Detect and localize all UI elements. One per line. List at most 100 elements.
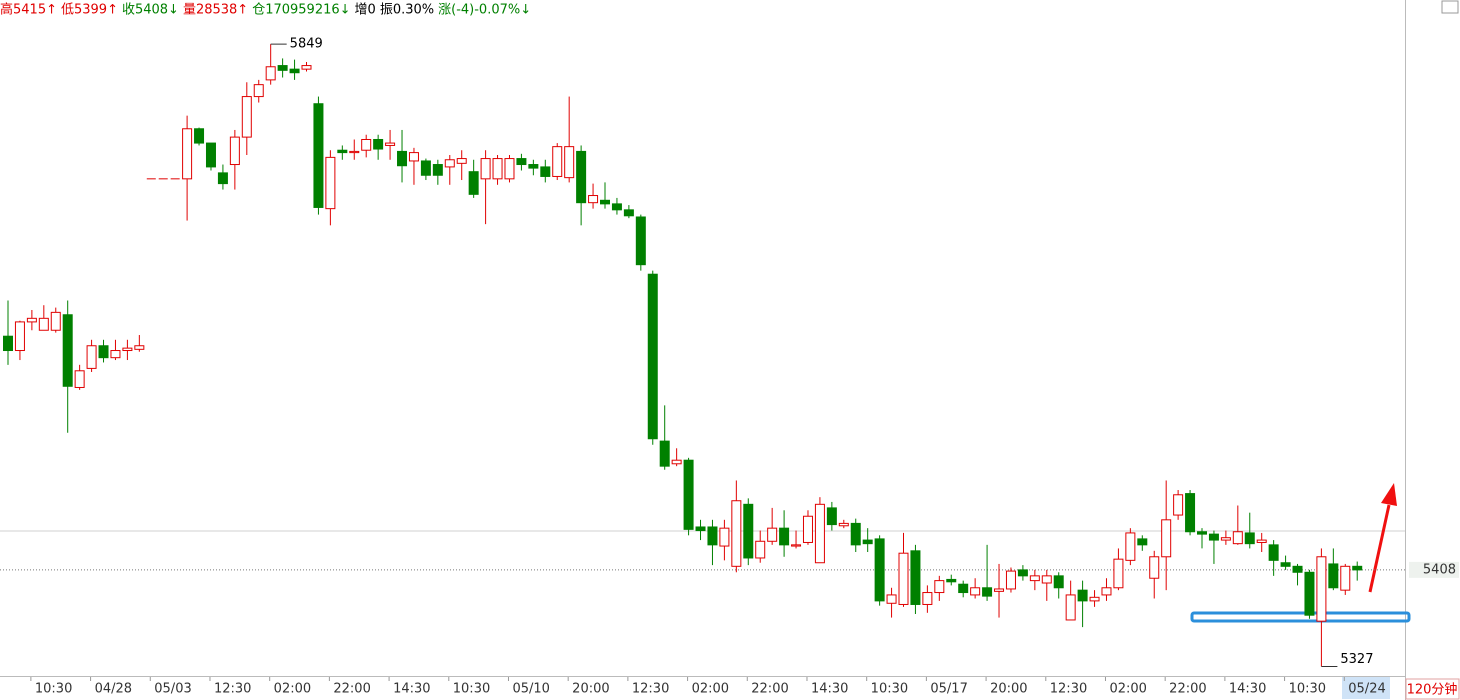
- x-tick-label: 10:30: [871, 682, 908, 697]
- candle-body: [110, 350, 121, 359]
- x-tick-label: 20:00: [990, 682, 1027, 697]
- window-icon[interactable]: [1441, 0, 1459, 14]
- x-tick-label: 22:00: [751, 682, 788, 697]
- candle-body: [994, 588, 1005, 592]
- x-tick-label: 20:00: [572, 682, 609, 697]
- candle-body: [1304, 571, 1315, 616]
- candle-body: [1220, 537, 1231, 541]
- candle-body: [313, 103, 324, 208]
- candle-body: [325, 156, 336, 210]
- x-tick-label: 05/24: [1348, 682, 1385, 697]
- x-tick-label: 05/03: [154, 682, 191, 697]
- candle-body: [779, 527, 790, 546]
- candle-body: [217, 172, 228, 185]
- candle-body: [564, 146, 575, 179]
- candle-body: [1232, 531, 1243, 545]
- candle-body: [946, 578, 957, 583]
- candle-body: [1173, 494, 1184, 516]
- period-box[interactable]: [1405, 678, 1460, 700]
- x-tick-label: 05/10: [512, 682, 549, 697]
- candle-body: [719, 527, 730, 547]
- candle-body: [934, 580, 945, 594]
- candle-body: [1280, 562, 1291, 567]
- candle-body: [74, 370, 85, 388]
- candle-body: [408, 152, 419, 162]
- candle-body: [731, 500, 742, 567]
- last-price-box: [1409, 561, 1459, 578]
- high-label: 5849: [290, 37, 323, 52]
- candle-body: [826, 507, 837, 526]
- candle-body: [540, 166, 551, 177]
- candle-body: [1065, 594, 1076, 621]
- candle-body: [922, 592, 933, 605]
- x-tick-label: 10:30: [1289, 682, 1326, 697]
- candle-body: [1352, 565, 1363, 571]
- candle-body: [767, 527, 778, 542]
- candle-body: [552, 146, 563, 177]
- candle-body: [1316, 556, 1327, 622]
- candle-body: [1017, 569, 1028, 577]
- candle-body: [1101, 587, 1112, 596]
- info-item: 涨(-4)-0.07%↓: [438, 3, 531, 18]
- x-tick-label: 02:00: [1109, 682, 1146, 697]
- candle-body: [1340, 565, 1351, 591]
- candle-body: [14, 321, 25, 352]
- candle-body: [982, 587, 993, 597]
- candle-body: [62, 314, 73, 387]
- candle-body: [50, 311, 61, 331]
- candle-body: [611, 203, 622, 211]
- candle-body: [600, 199, 610, 205]
- x-tick-label: 04/28: [95, 682, 132, 697]
- candle-body: [337, 149, 348, 154]
- candle-body: [850, 522, 861, 546]
- candle-body: [659, 440, 670, 467]
- candle-body: [277, 65, 288, 71]
- candle-body: [1113, 558, 1124, 589]
- info-item: 低5399↑: [61, 3, 118, 18]
- support-box: [1190, 611, 1411, 623]
- candle-body: [301, 65, 312, 70]
- candle-body: [229, 136, 240, 166]
- low-label: 5327: [1340, 652, 1373, 667]
- candle-body: [576, 150, 587, 204]
- candle-body: [373, 138, 384, 150]
- candle-body: [492, 158, 503, 180]
- candle-body: [1089, 596, 1100, 602]
- candle-body: [468, 171, 479, 195]
- x-tick-label: 12:30: [1050, 682, 1087, 697]
- candle-body: [26, 317, 37, 323]
- candle-body: [838, 522, 849, 527]
- candle-body: [432, 164, 443, 176]
- candle-body: [898, 552, 909, 605]
- info-item: 高5415↑: [0, 2, 57, 18]
- candle-body: [361, 138, 372, 151]
- x-tick-label: 02:00: [274, 682, 311, 697]
- hover-highlight: [1342, 677, 1390, 699]
- candle-body: [349, 150, 360, 154]
- last-price-label: 5408: [1423, 562, 1456, 577]
- candle-body: [647, 273, 658, 440]
- period-label[interactable]: 120分钟: [1407, 682, 1458, 698]
- trend-arrow-shaft: [1368, 504, 1391, 593]
- candle-body: [1256, 539, 1267, 543]
- candle-body: [182, 128, 193, 180]
- x-tick-label: 22:00: [1169, 682, 1206, 697]
- candle-body: [504, 158, 515, 180]
- candle-body: [134, 345, 145, 350]
- candle-body: [1005, 570, 1016, 590]
- info-item: 量28538↑: [183, 3, 248, 18]
- candle-body: [695, 526, 706, 532]
- candle-body: [253, 84, 264, 98]
- candle-body: [1268, 544, 1279, 561]
- candle-body: [38, 317, 49, 331]
- candle-body: [671, 459, 682, 465]
- info-item: 收5408↓: [122, 3, 179, 18]
- x-tick-label: 02:00: [692, 682, 729, 697]
- info-item: 振0.30%: [380, 3, 434, 18]
- candle-body: [623, 209, 634, 217]
- candle-body: [86, 345, 97, 369]
- candle-body: [194, 128, 205, 144]
